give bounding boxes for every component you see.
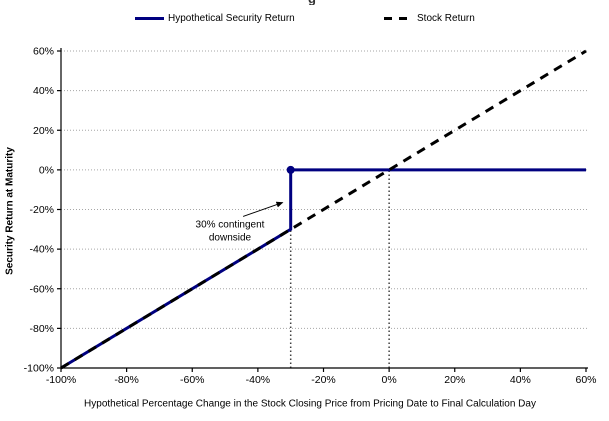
- legend-item-hypothetical-security-return: Hypothetical Security Return: [135, 13, 295, 24]
- cropped-title-fragment: g: [303, 0, 321, 5]
- series-line-stock-return: [60, 49, 587, 370]
- x-tick-label: 20%: [444, 374, 465, 386]
- annotation-arrow: [242, 201, 284, 217]
- annotation-contingent-downside: 30% contingent downside: [196, 220, 265, 245]
- legend-label: Hypothetical Security Return: [168, 13, 295, 24]
- y-tick-label: -100%: [24, 363, 54, 375]
- legend-label: Stock Return: [417, 13, 475, 24]
- legend-line-sample-dashed-icon: [384, 17, 413, 20]
- x-tick-label: -100%: [46, 374, 76, 386]
- y-tick-label: 0%: [39, 164, 54, 176]
- legend-item-stock-return: Stock Return: [384, 13, 475, 24]
- annotation-line-2: downside: [208, 232, 252, 244]
- series-line-hypothetical-security-return: [60, 168, 586, 370]
- x-tick-label: 0%: [382, 374, 397, 386]
- x-tick-label: 60%: [575, 374, 596, 386]
- y-tick-label: -20%: [29, 204, 54, 216]
- series-point-marker: [286, 165, 295, 174]
- y-tick-label: 20%: [33, 125, 54, 137]
- x-tick-label: -80%: [114, 374, 139, 386]
- x-tick-label: 40%: [510, 374, 531, 386]
- x-axis-title: Hypothetical Percentage Change in the St…: [84, 398, 536, 410]
- y-tick-label: -80%: [29, 323, 54, 335]
- y-tick-label: -40%: [29, 244, 54, 256]
- y-tick-label: 60%: [33, 46, 54, 58]
- legend-line-sample-solid-icon: [135, 17, 164, 20]
- x-tick-label: -20%: [311, 374, 336, 386]
- y-tick-label: 40%: [33, 85, 54, 97]
- x-tick-label: -40%: [246, 374, 271, 386]
- x-tick-label: -60%: [180, 374, 205, 386]
- annotation-line-1: 30% contingent: [195, 219, 265, 231]
- y-tick-label: -60%: [29, 283, 54, 295]
- y-axis-title: Security Return at Maturity: [4, 147, 16, 275]
